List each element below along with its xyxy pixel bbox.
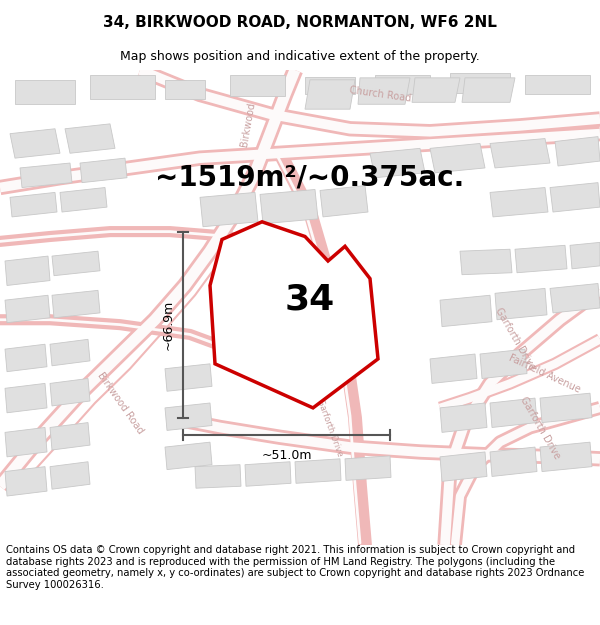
Polygon shape <box>5 383 47 412</box>
Polygon shape <box>245 462 291 486</box>
Text: Garforth Drive: Garforth Drive <box>316 398 344 458</box>
Polygon shape <box>5 344 47 372</box>
Polygon shape <box>450 73 510 92</box>
Polygon shape <box>462 78 515 102</box>
Polygon shape <box>15 80 75 104</box>
Text: Fairfield Avenue: Fairfield Avenue <box>508 352 583 394</box>
Text: ~66.9m: ~66.9m <box>162 299 175 350</box>
Polygon shape <box>490 139 550 168</box>
Polygon shape <box>5 467 47 496</box>
Polygon shape <box>490 447 537 476</box>
Text: 34, BIRKWOOD ROAD, NORMANTON, WF6 2NL: 34, BIRKWOOD ROAD, NORMANTON, WF6 2NL <box>103 16 497 31</box>
Text: 34: 34 <box>284 282 335 317</box>
Text: Birkwood Road: Birkwood Road <box>95 371 145 436</box>
Polygon shape <box>295 459 341 483</box>
Polygon shape <box>460 249 512 275</box>
Polygon shape <box>50 339 90 366</box>
Polygon shape <box>440 452 487 481</box>
Polygon shape <box>570 242 600 269</box>
Polygon shape <box>52 251 100 276</box>
Polygon shape <box>495 288 547 320</box>
Polygon shape <box>60 188 107 212</box>
Polygon shape <box>5 256 50 286</box>
Polygon shape <box>375 75 430 94</box>
Polygon shape <box>260 189 318 224</box>
Polygon shape <box>305 77 355 94</box>
Text: Birkwood: Birkwood <box>239 101 257 147</box>
Polygon shape <box>210 222 378 408</box>
Text: ~51.0m: ~51.0m <box>261 449 312 462</box>
Polygon shape <box>50 422 90 450</box>
Polygon shape <box>165 403 212 431</box>
Polygon shape <box>550 182 600 212</box>
Polygon shape <box>230 75 285 96</box>
Polygon shape <box>90 75 155 99</box>
Polygon shape <box>50 462 90 489</box>
Text: ~1519m²/~0.375ac.: ~1519m²/~0.375ac. <box>155 164 464 192</box>
Polygon shape <box>370 148 425 178</box>
Polygon shape <box>165 80 205 99</box>
Polygon shape <box>440 403 487 432</box>
Polygon shape <box>358 78 410 104</box>
Text: Church Road: Church Road <box>349 85 412 104</box>
Polygon shape <box>490 398 537 428</box>
Polygon shape <box>525 75 590 94</box>
Polygon shape <box>480 349 527 379</box>
Text: Contains OS data © Crown copyright and database right 2021. This information is : Contains OS data © Crown copyright and d… <box>6 545 584 590</box>
Polygon shape <box>430 354 477 383</box>
Polygon shape <box>165 364 212 391</box>
Polygon shape <box>20 163 72 188</box>
Polygon shape <box>50 379 90 406</box>
Polygon shape <box>555 137 600 166</box>
Text: Garforth Drive: Garforth Drive <box>518 394 562 461</box>
Polygon shape <box>10 192 57 217</box>
Polygon shape <box>490 188 548 217</box>
Text: Garforth Drive: Garforth Drive <box>493 306 537 372</box>
Polygon shape <box>412 78 460 102</box>
Polygon shape <box>305 80 355 109</box>
Polygon shape <box>80 158 127 182</box>
Polygon shape <box>550 284 600 313</box>
Polygon shape <box>540 442 592 471</box>
Polygon shape <box>515 245 567 272</box>
Polygon shape <box>5 428 47 457</box>
Polygon shape <box>5 295 50 322</box>
Polygon shape <box>345 456 391 481</box>
Polygon shape <box>200 192 258 227</box>
Polygon shape <box>165 442 212 469</box>
Polygon shape <box>195 465 241 488</box>
Polygon shape <box>320 186 368 217</box>
Polygon shape <box>440 295 492 327</box>
Polygon shape <box>52 291 100 318</box>
Polygon shape <box>10 129 60 158</box>
Polygon shape <box>430 144 485 173</box>
Text: Map shows position and indicative extent of the property.: Map shows position and indicative extent… <box>120 51 480 63</box>
Polygon shape <box>65 124 115 153</box>
Polygon shape <box>540 393 592 422</box>
